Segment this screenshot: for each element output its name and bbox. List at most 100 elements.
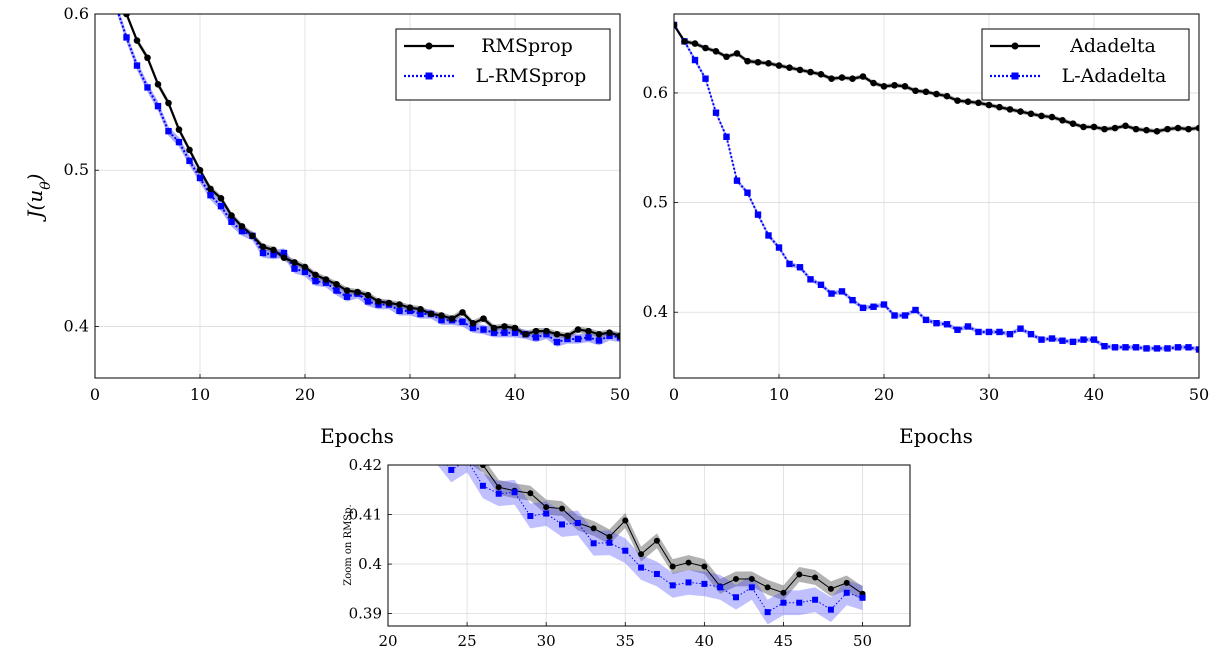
point-rmsprop — [427, 310, 435, 318]
point-rmsprop — [796, 571, 803, 578]
point-l-rmsprop — [606, 539, 613, 546]
point-rmsprop — [559, 505, 565, 512]
point-l-adadelta — [1017, 325, 1024, 332]
point-rmsprop — [448, 315, 456, 322]
point-l-rmsprop — [812, 596, 819, 603]
point-l-rmsprop — [259, 249, 267, 257]
point-adadelta — [933, 90, 940, 98]
legend-marker-l-adadelta — [1011, 72, 1019, 80]
point-adadelta — [1017, 108, 1024, 115]
point-l-rmsprop — [480, 326, 487, 333]
point-rmsprop — [385, 299, 393, 307]
point-l-rmsprop — [207, 192, 214, 199]
point-rmsprop — [459, 309, 466, 316]
point-l-adadelta — [1185, 344, 1192, 351]
point-rmsprop — [780, 589, 787, 596]
point-l-rmsprop — [543, 510, 550, 517]
point-rmsprop — [495, 484, 502, 491]
point-adadelta — [1069, 120, 1077, 127]
y-tick-label: 0.4 — [64, 316, 89, 335]
point-l-rmsprop — [280, 249, 288, 257]
plot-frame — [673, 13, 1200, 379]
point-rmsprop — [280, 254, 288, 262]
point-rmsprop — [375, 298, 382, 305]
point-adadelta — [744, 57, 751, 65]
x-tick-label: 0 — [90, 385, 100, 404]
point-adadelta — [723, 53, 730, 61]
x-tick-label: 40 — [695, 632, 714, 649]
plot-frame — [387, 464, 911, 627]
point-l-adadelta — [943, 321, 951, 328]
legend-marker-adadelta — [1011, 42, 1019, 50]
point-adadelta — [691, 40, 699, 47]
point-adadelta — [775, 62, 783, 69]
point-l-rmsprop — [270, 251, 277, 258]
point-l-rmsprop — [780, 599, 787, 606]
point-adadelta — [1038, 112, 1045, 120]
point-rmsprop — [511, 324, 519, 332]
point-rmsprop — [480, 315, 487, 322]
point-rmsprop — [406, 304, 414, 311]
point-rmsprop — [543, 504, 550, 511]
point-adadelta — [996, 103, 1003, 111]
point-l-adadelta — [1143, 345, 1150, 352]
point-l-rmsprop — [396, 307, 403, 315]
point-rmsprop — [186, 146, 193, 154]
point-adadelta — [733, 50, 741, 57]
y-tick-label: 0.6 — [64, 4, 89, 23]
point-l-rmsprop — [175, 138, 183, 146]
point-adadelta — [817, 71, 825, 78]
point-rmsprop — [501, 323, 508, 330]
point-l-adadelta — [807, 276, 814, 283]
point-rmsprop — [154, 81, 162, 88]
point-l-rmsprop — [385, 388, 391, 394]
series-markers — [674, 21, 1199, 353]
point-l-adadelta — [765, 232, 772, 239]
point-l-adadelta — [775, 244, 783, 251]
y-tick-label: 0.5 — [643, 193, 668, 212]
point-l-adadelta — [733, 177, 741, 184]
point-l-rmsprop — [532, 334, 540, 341]
x-tick-label: 10 — [190, 385, 210, 404]
x-axis-label: Epochs — [320, 424, 394, 448]
point-l-adadelta — [975, 328, 982, 336]
point-l-rmsprop — [559, 521, 565, 528]
legend-box — [395, 28, 611, 101]
point-adadelta — [985, 101, 993, 109]
point-l-adadelta — [1111, 344, 1119, 351]
point-l-rmsprop — [401, 417, 407, 423]
point-rmsprop — [527, 490, 534, 497]
point-rmsprop — [270, 246, 277, 254]
point-l-rmsprop — [796, 599, 803, 606]
y-tick-label: 0.39 — [349, 605, 382, 623]
point-l-adadelta — [1195, 346, 1199, 353]
legend-label-adadelta: Adadelta — [1069, 35, 1156, 57]
point-l-rmsprop — [574, 519, 581, 526]
point-rmsprop — [595, 330, 603, 338]
point-rmsprop — [827, 585, 834, 592]
point-rmsprop — [532, 327, 540, 335]
point-l-adadelta — [1080, 336, 1087, 343]
point-l-adadelta — [786, 260, 793, 268]
point-l-rmsprop — [685, 579, 692, 586]
point-l-rmsprop — [717, 584, 724, 591]
point-adadelta — [702, 44, 709, 52]
x-tick-label: 25 — [458, 632, 477, 649]
point-rmsprop — [469, 320, 477, 327]
point-rmsprop — [249, 232, 256, 240]
point-l-adadelta — [859, 304, 867, 312]
x-tick-label: 0 — [669, 385, 679, 404]
x-axis-label: Epochs — [899, 424, 973, 448]
point-adadelta — [870, 79, 877, 87]
point-rmsprop — [622, 517, 629, 524]
point-rmsprop — [606, 329, 613, 336]
point-rmsprop — [733, 575, 739, 582]
point-l-rmsprop — [479, 482, 486, 489]
point-l-adadelta — [870, 303, 877, 310]
point-l-adadelta — [838, 288, 846, 295]
legend-label-rmsprop: RMSprop — [481, 35, 573, 57]
point-l-rmsprop — [764, 609, 771, 616]
point-rmsprop — [322, 276, 330, 283]
y-tick-label: 0.6 — [643, 83, 668, 102]
point-l-rmsprop — [343, 293, 351, 300]
